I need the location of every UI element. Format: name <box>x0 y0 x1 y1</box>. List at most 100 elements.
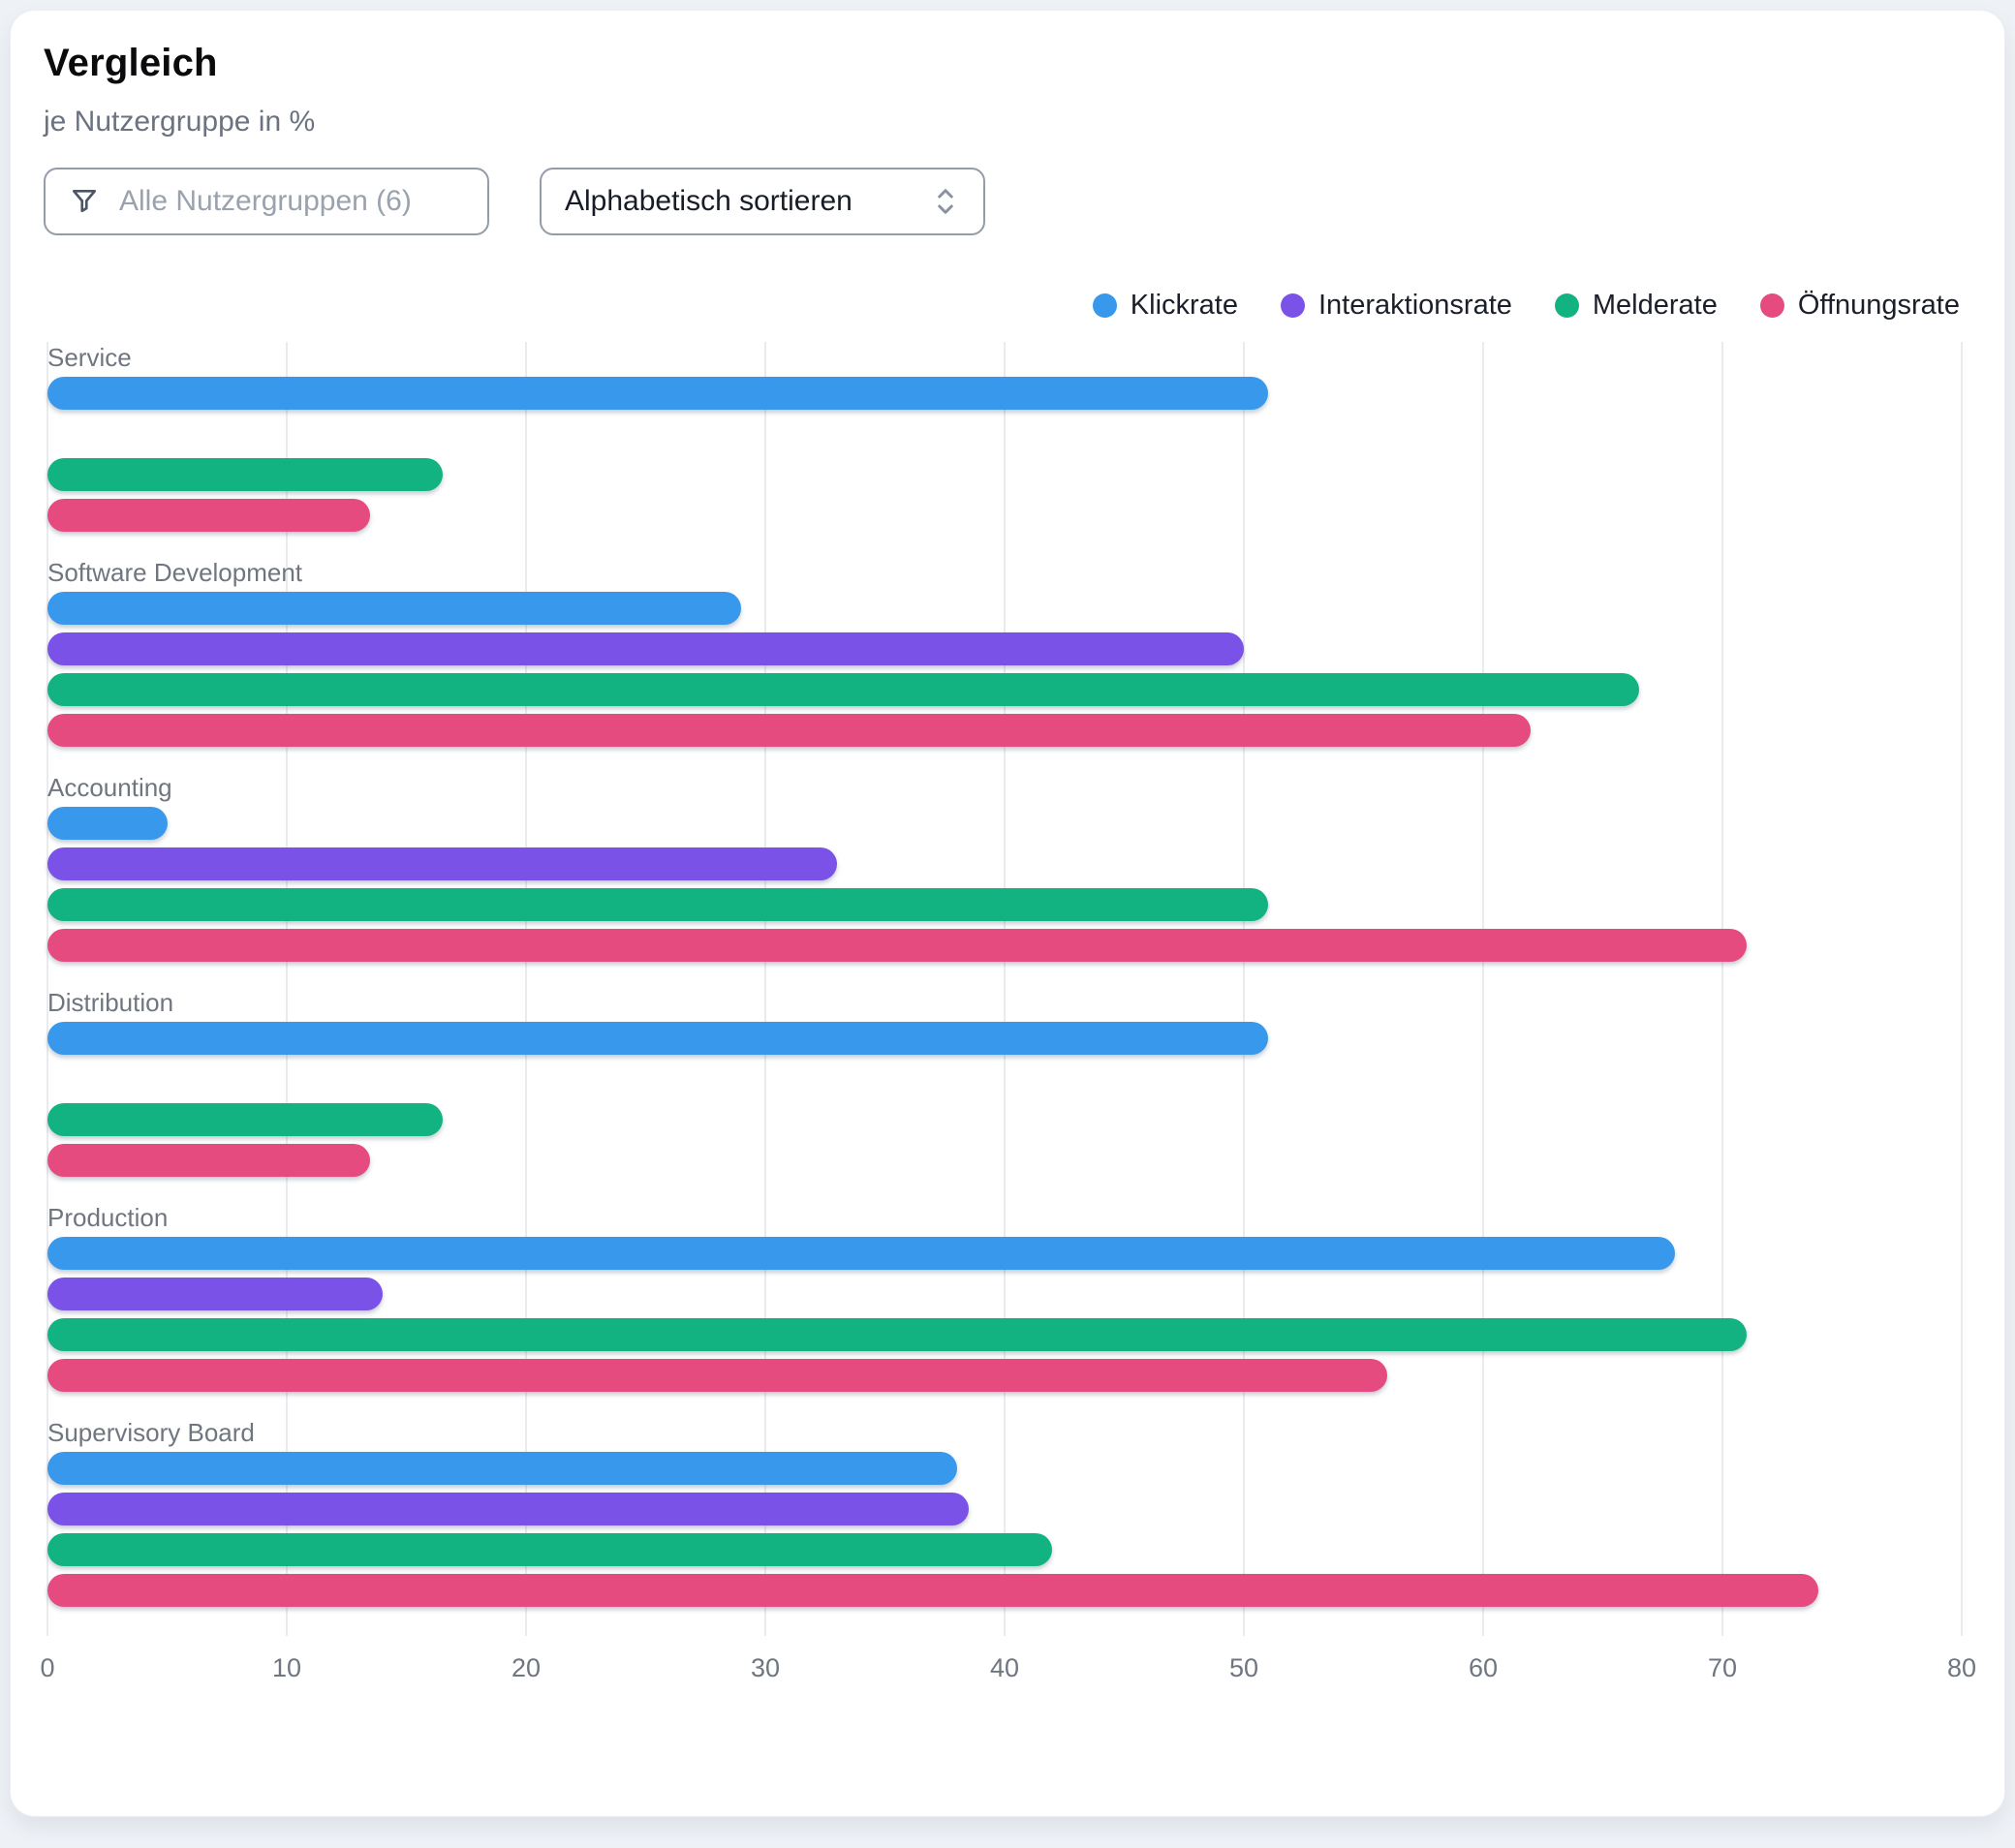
gridline <box>1243 342 1245 1636</box>
bar[interactable] <box>47 929 1747 962</box>
chart-card: Vergleich je Nutzergruppe in % Alle Nutz… <box>10 10 2005 1817</box>
gridline <box>1721 342 1723 1636</box>
group-label: Production <box>47 1203 169 1232</box>
bar-row <box>47 1493 1962 1525</box>
bar[interactable] <box>47 632 1244 665</box>
bar[interactable] <box>47 1533 1053 1566</box>
bar[interactable] <box>47 1493 969 1525</box>
bar-row <box>47 417 1962 450</box>
bar-row <box>47 1103 1962 1136</box>
group-label: Supervisory Board <box>47 1418 255 1447</box>
bar[interactable] <box>47 592 742 625</box>
x-axis-tick-label: 50 <box>1228 1653 1259 1682</box>
bar-group: Accounting <box>47 772 1962 987</box>
legend-dot-icon <box>1281 293 1305 318</box>
bar-row <box>47 807 1962 840</box>
page-title: Vergleich <box>44 42 218 84</box>
chart-controls: Alle Nutzergruppen (6) Alphabetisch sort… <box>44 168 985 235</box>
legend-label: Öffnungsrate <box>1797 290 1960 321</box>
x-axis-tick-label: 20 <box>511 1653 542 1682</box>
funnel-icon <box>69 186 100 217</box>
legend-item[interactable]: Interaktionsrate <box>1281 290 1512 322</box>
bar-group: Software Development <box>47 557 1962 772</box>
x-axis: 0 10 20 30 40 50 60 70 80 <box>40 1649 1976 1690</box>
gridline <box>1482 342 1484 1636</box>
bar-row <box>47 714 1962 747</box>
bar-group: Production <box>47 1202 1962 1417</box>
bar[interactable] <box>47 1278 383 1310</box>
x-axis-tick-label: 80 <box>1946 1653 1977 1682</box>
bar[interactable] <box>47 1318 1747 1351</box>
chart-plot-area: Service Software Development Accounting Dis… <box>46 342 1963 1636</box>
bar-row <box>47 1237 1962 1270</box>
bar-groups: Service Software Development Accounting Dis… <box>47 342 1962 1636</box>
bar[interactable] <box>47 1144 371 1177</box>
legend-item[interactable]: Melderate <box>1554 290 1718 322</box>
bar[interactable] <box>47 714 1532 747</box>
bar-row <box>47 1278 1962 1310</box>
bar[interactable] <box>47 888 1268 921</box>
legend-item[interactable]: Öffnungsrate <box>1759 290 1960 322</box>
filter-placeholder: Alle Nutzergruppen (6) <box>119 185 412 217</box>
bar-row <box>47 377 1962 410</box>
bar[interactable] <box>47 847 838 880</box>
gridline <box>1961 342 1963 1636</box>
legend-label: Interaktionsrate <box>1318 290 1512 321</box>
page-subtitle: je Nutzergruppe in % <box>44 106 316 138</box>
legend-item[interactable]: Klickrate <box>1092 290 1238 322</box>
bar[interactable] <box>47 807 168 840</box>
bar-group: Service <box>47 342 1962 557</box>
bar-row <box>47 1318 1962 1351</box>
gridline <box>46 342 48 1636</box>
bar[interactable] <box>47 1103 443 1136</box>
bar-row <box>47 1533 1962 1566</box>
bar-row <box>47 499 1962 532</box>
bar-row <box>47 673 1962 706</box>
x-axis-tick-label: 70 <box>1707 1653 1738 1682</box>
chevron-up-down-icon <box>931 184 960 219</box>
bar[interactable] <box>47 499 371 532</box>
bar-row <box>47 632 1962 665</box>
bar-row <box>47 458 1962 491</box>
bar[interactable] <box>47 1022 1268 1055</box>
gridline <box>525 342 527 1636</box>
bar[interactable] <box>47 458 443 491</box>
bar-row <box>47 1359 1962 1392</box>
group-label: Software Development <box>47 558 303 587</box>
bar-group: Supervisory Board <box>47 1417 1962 1632</box>
x-axis-tick-label: 10 <box>271 1653 302 1682</box>
bar-row <box>47 1574 1962 1607</box>
bar-group: Distribution <box>47 987 1962 1202</box>
x-axis-tick-label: 40 <box>989 1653 1020 1682</box>
x-axis-tick-label: 30 <box>750 1653 781 1682</box>
group-label: Distribution <box>47 988 174 1017</box>
bar-row <box>47 847 1962 880</box>
legend-dot-icon <box>1759 293 1784 318</box>
bar-row <box>47 1022 1962 1055</box>
bar[interactable] <box>47 1574 1818 1607</box>
gridline <box>286 342 288 1636</box>
bar-row <box>47 888 1962 921</box>
sort-select[interactable]: Alphabetisch sortieren <box>540 168 985 235</box>
bar-row <box>47 1144 1962 1177</box>
bar[interactable] <box>47 377 1268 410</box>
bar[interactable] <box>47 673 1639 706</box>
bar-row <box>47 929 1962 962</box>
gridline <box>764 342 766 1636</box>
bar[interactable] <box>47 1359 1388 1392</box>
legend-dot-icon <box>1554 293 1579 318</box>
user-group-filter-input[interactable]: Alle Nutzergruppen (6) <box>44 168 489 235</box>
x-axis-tick-label: 60 <box>1468 1653 1499 1682</box>
gridline <box>1004 342 1006 1636</box>
bar-row <box>47 1452 1962 1485</box>
group-label: Accounting <box>47 773 172 802</box>
legend: Klickrate Interaktionsrate Melderate Öffnun… <box>1092 290 1960 322</box>
bar[interactable] <box>47 1237 1675 1270</box>
sort-select-value: Alphabetisch sortieren <box>565 185 852 217</box>
bar-row <box>47 1063 1962 1095</box>
legend-label: Melderate <box>1592 290 1718 321</box>
legend-dot-icon <box>1092 293 1117 318</box>
legend-label: Klickrate <box>1130 290 1238 321</box>
bar[interactable] <box>47 1452 957 1485</box>
group-label: Service <box>47 343 132 372</box>
